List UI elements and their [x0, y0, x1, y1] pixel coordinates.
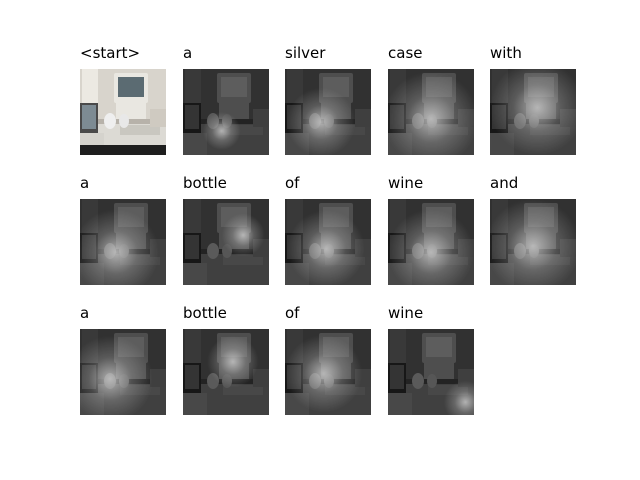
caption-word: of [285, 174, 300, 192]
caption-word: silver [285, 44, 326, 62]
attention-heatmap-image [388, 329, 474, 415]
attention-heatmap-image [388, 199, 474, 285]
caption-word: a [183, 44, 193, 62]
attention-heatmap-image [285, 329, 371, 415]
attention-heatmap-image [183, 329, 269, 415]
attention-heatmap-image [80, 329, 166, 415]
attention-heatmap-image [183, 69, 269, 155]
attention-heatmap-image [183, 199, 269, 285]
caption-word: a [80, 174, 90, 192]
attention-heatmap-image [388, 69, 474, 155]
caption-word: bottle [183, 174, 227, 192]
caption-word: <start> [80, 44, 141, 62]
attention-heatmap-image [285, 199, 371, 285]
caption-word: with [490, 44, 522, 62]
attention-heatmap-image [285, 69, 371, 155]
caption-word: wine [388, 304, 424, 322]
original-photo [80, 69, 166, 155]
attention-heatmap-image [490, 199, 576, 285]
caption-word: case [388, 44, 423, 62]
attention-heatmap-image [80, 199, 166, 285]
caption-word: a [80, 304, 90, 322]
caption-word: bottle [183, 304, 227, 322]
caption-word: of [285, 304, 300, 322]
caption-word: and [490, 174, 519, 192]
caption-word: wine [388, 174, 424, 192]
attention-heatmap-image [490, 69, 576, 155]
